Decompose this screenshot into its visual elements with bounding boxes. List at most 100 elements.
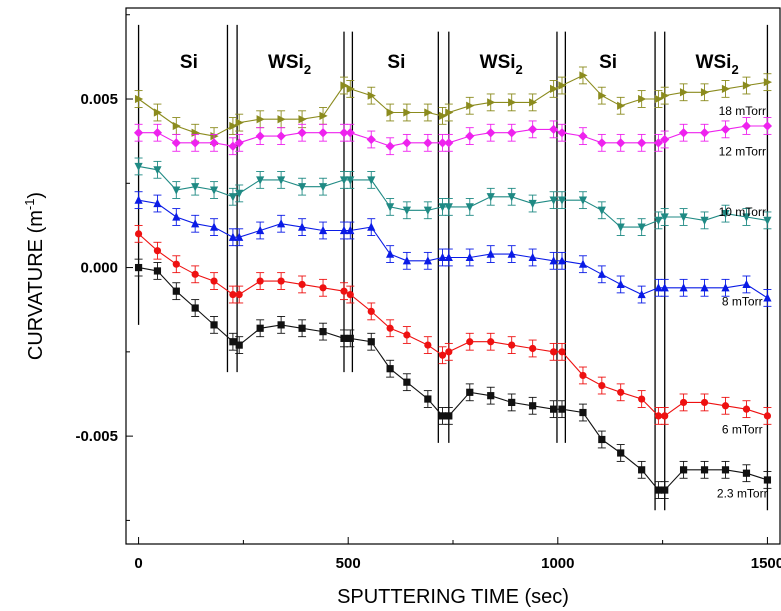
data-point — [616, 223, 625, 232]
data-point — [345, 128, 355, 138]
data-point — [549, 256, 558, 265]
data-point — [424, 395, 432, 403]
data-point — [319, 328, 327, 336]
data-point — [235, 290, 243, 299]
data-point — [153, 108, 163, 117]
data-point — [654, 412, 663, 420]
series-label: 18 mTorr — [719, 104, 766, 118]
data-point — [763, 476, 772, 484]
data-point — [346, 225, 355, 235]
data-point — [229, 290, 237, 299]
data-point — [486, 193, 495, 202]
data-point — [403, 378, 411, 386]
data-point — [339, 225, 349, 235]
data-point — [191, 304, 199, 312]
data-point — [386, 249, 395, 258]
data-point — [558, 348, 566, 356]
data-point — [172, 260, 180, 268]
data-point — [528, 199, 537, 209]
data-point — [578, 131, 588, 141]
data-point — [340, 287, 348, 295]
x-tick-label: 500 — [336, 555, 361, 572]
y-axis-label: CURVATURE (m-1) — [22, 192, 47, 360]
data-point — [367, 307, 375, 315]
data-point — [423, 138, 433, 148]
data-point — [557, 196, 567, 205]
series-label: 6 mTorr — [722, 422, 763, 436]
data-point — [235, 341, 243, 349]
data-point — [437, 138, 448, 148]
data-point — [153, 247, 162, 255]
data-point — [228, 193, 238, 202]
data-point — [763, 293, 772, 302]
data-point — [191, 128, 200, 137]
data-point — [153, 198, 162, 208]
data-point — [721, 210, 730, 219]
data-point — [438, 203, 447, 212]
data-point — [228, 141, 238, 151]
data-point — [597, 269, 606, 278]
data-point — [346, 176, 355, 185]
data-point — [402, 256, 411, 265]
data-point — [438, 111, 448, 120]
data-point — [742, 279, 751, 289]
data-point — [385, 141, 395, 151]
data-point — [508, 398, 516, 407]
data-point — [466, 338, 474, 346]
data-point — [172, 287, 180, 295]
data-point — [700, 283, 709, 292]
region-label-main: WSi — [696, 52, 732, 73]
data-point — [598, 435, 606, 444]
data-point — [742, 213, 751, 222]
region-label: Si — [599, 52, 617, 73]
data-point — [153, 267, 162, 275]
data-point — [229, 338, 237, 346]
data-point — [403, 331, 411, 339]
data-point — [210, 321, 218, 329]
series-18-mtorr: 18 mTorr — [134, 66, 773, 145]
y-axis-label-end: ) — [25, 192, 47, 199]
data-point — [339, 176, 349, 185]
data-point — [277, 115, 286, 124]
data-point — [256, 277, 264, 285]
data-point — [741, 121, 752, 131]
plot-area-border — [125, 7, 781, 545]
x-tick-label: 1500 — [751, 555, 781, 572]
data-point — [191, 183, 200, 192]
data-point — [152, 128, 163, 138]
data-point — [297, 183, 307, 192]
data-point — [721, 283, 730, 292]
region-label-main: Si — [387, 52, 405, 73]
data-point — [209, 222, 219, 231]
data-point — [598, 381, 606, 390]
data-point — [508, 98, 517, 107]
data-point — [507, 249, 516, 258]
series-6-mtorr: 6 mTorr — [134, 224, 772, 436]
data-point — [277, 219, 286, 228]
series-line — [138, 233, 768, 417]
data-point — [133, 128, 144, 138]
data-point — [617, 101, 626, 110]
data-point — [617, 388, 625, 396]
region-label-main: Si — [599, 52, 617, 73]
region-label-main: WSi — [268, 52, 304, 73]
data-point — [134, 162, 143, 172]
data-point — [366, 134, 376, 145]
data-point — [402, 206, 411, 215]
series-label: 10 mTorr — [719, 205, 766, 219]
data-point — [550, 348, 558, 356]
data-point — [277, 176, 286, 185]
data-point — [298, 280, 306, 289]
data-point — [346, 84, 355, 94]
region-label: WSi2 — [696, 52, 739, 77]
data-point — [386, 203, 395, 212]
data-point — [228, 232, 238, 241]
data-point — [653, 138, 664, 148]
data-point — [549, 196, 558, 205]
region-label-main: Si — [180, 52, 198, 73]
data-point — [134, 230, 143, 238]
data-point — [466, 101, 475, 110]
region-label-main: WSi — [480, 52, 516, 73]
data-point — [486, 128, 496, 138]
data-point — [438, 252, 447, 262]
